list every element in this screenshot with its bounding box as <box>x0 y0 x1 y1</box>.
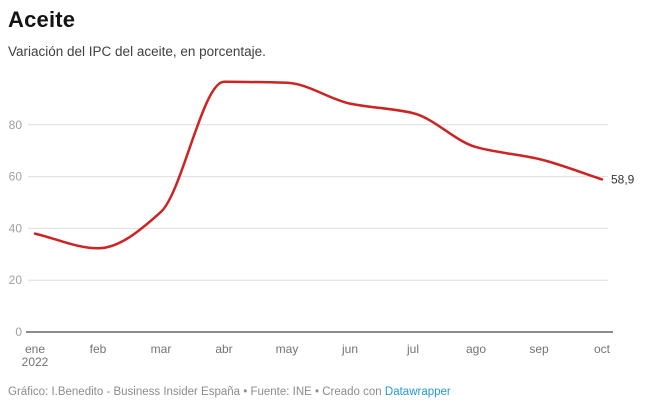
footer-credit: Gráfico: I.Benedito - Business Insider E… <box>8 386 382 398</box>
chart-title: Aceite <box>8 7 76 32</box>
x-axis-tick-label: jul <box>406 342 419 356</box>
x-axis-tick-label: may <box>276 342 299 356</box>
end-value-label: 58,9 <box>611 172 635 186</box>
y-axis-tick-label: 80 <box>9 118 23 132</box>
y-axis-tick-label: 20 <box>9 273 23 287</box>
chart-subtitle: Variación del IPC del aceite, en porcent… <box>8 44 266 59</box>
x-axis-tick-label: ene <box>25 342 45 356</box>
x-axis-tick-label: jun <box>341 342 358 356</box>
x-axis-tick-label: oct <box>594 342 611 356</box>
x-axis-tick-label: feb <box>90 342 107 356</box>
y-axis-tick-label: 60 <box>9 170 23 184</box>
y-axis-tick-label: 0 <box>15 325 22 339</box>
x-axis-tick-label: abr <box>215 342 232 356</box>
x-axis-tick-label: sep <box>529 342 549 356</box>
x-axis-tick-label: ago <box>466 342 486 356</box>
datawrapper-link[interactable]: Datawrapper <box>384 386 451 398</box>
x-axis-year-label: 2022 <box>22 355 49 369</box>
data-line <box>33 80 604 250</box>
y-axis-tick-label: 40 <box>9 221 23 235</box>
x-axis-tick-label: mar <box>151 342 172 356</box>
line-chart-plot: 0 20 40 60 80 ene 2022 feb mar abr may jun jul ago sep… <box>0 72 652 382</box>
chart-footer: Gráfico: I.Benedito - Business Insider E… <box>8 386 451 398</box>
